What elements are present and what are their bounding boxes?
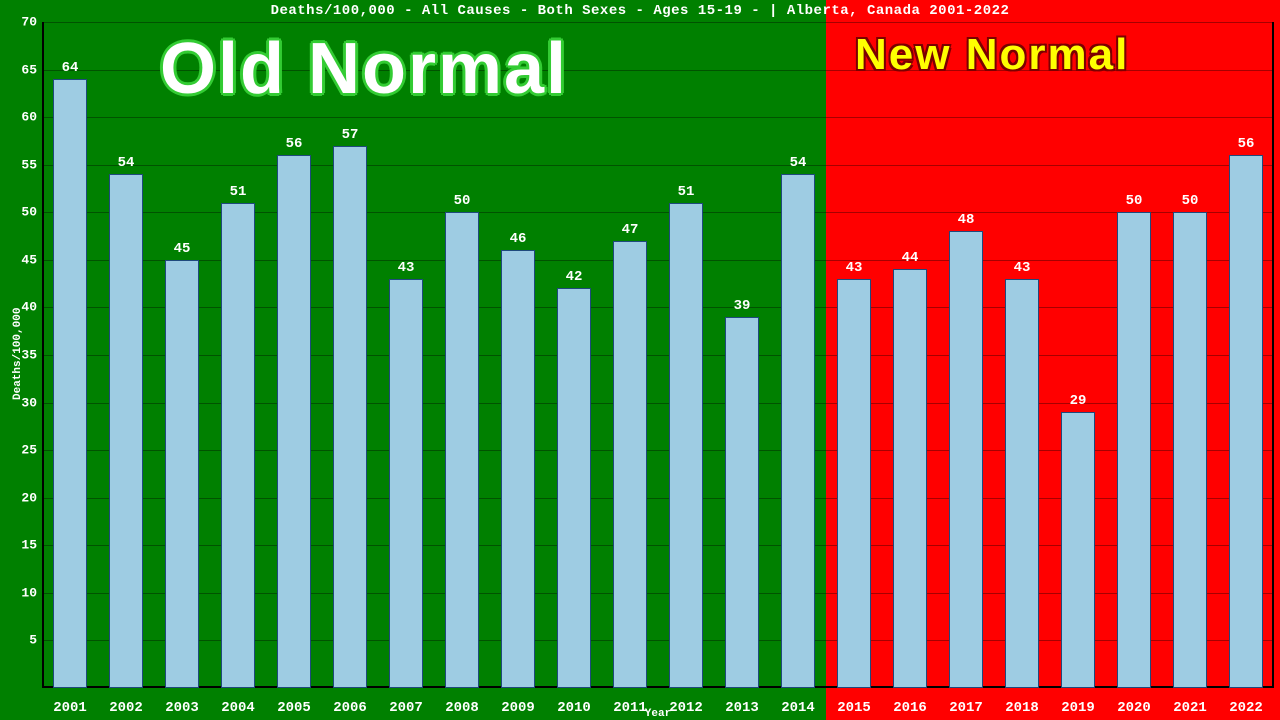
x-tick-label: 2015 — [837, 700, 871, 716]
x-tick-label: 2005 — [277, 700, 311, 716]
x-tick-label: 2022 — [1229, 700, 1263, 716]
bar-value-label: 45 — [174, 241, 191, 257]
bar: 54 — [781, 174, 815, 688]
bar-value-label: 43 — [1014, 260, 1031, 276]
bar-value-label: 44 — [902, 250, 919, 266]
bar-value-label: 29 — [1070, 393, 1087, 409]
bar: 43 — [389, 279, 423, 688]
y-tick-label: 50 — [21, 205, 37, 220]
bar: 64 — [53, 79, 87, 688]
x-tick-label: 2006 — [333, 700, 367, 716]
bar: 43 — [1005, 279, 1039, 688]
y-tick-label: 15 — [21, 538, 37, 553]
x-tick-label: 2020 — [1117, 700, 1151, 716]
bar: 50 — [445, 212, 479, 688]
bar-value-label: 51 — [230, 184, 247, 200]
x-tick-label: 2003 — [165, 700, 199, 716]
y-tick-label: 40 — [21, 300, 37, 315]
y-tick-label: 60 — [21, 110, 37, 125]
bar-value-label: 54 — [790, 155, 807, 171]
bar: 39 — [725, 317, 759, 688]
bar-value-label: 50 — [1126, 193, 1143, 209]
bar: 43 — [837, 279, 871, 688]
x-tick-label: 2010 — [557, 700, 591, 716]
bars: 2001642002542003452004512005562006572007… — [42, 22, 1274, 688]
bar: 45 — [165, 260, 199, 688]
x-tick-label: 2008 — [445, 700, 479, 716]
x-tick-label: 2012 — [669, 700, 703, 716]
bar: 56 — [277, 155, 311, 688]
x-tick-label: 2004 — [221, 700, 255, 716]
bar: 51 — [669, 203, 703, 688]
y-tick-label: 45 — [21, 252, 37, 267]
chart-canvas: Deaths/100,000 - All Causes - Both Sexes… — [0, 0, 1280, 720]
bar: 57 — [333, 146, 367, 688]
bar: 44 — [893, 269, 927, 688]
y-tick-label: 30 — [21, 395, 37, 410]
x-tick-label: 2018 — [1005, 700, 1039, 716]
y-tick-label: 5 — [29, 633, 37, 648]
x-tick-label: 2016 — [893, 700, 927, 716]
x-tick-label: 2014 — [781, 700, 815, 716]
x-tick-label: 2007 — [389, 700, 423, 716]
bar-value-label: 56 — [1238, 136, 1255, 152]
y-tick-label: 25 — [21, 443, 37, 458]
bar-value-label: 39 — [734, 298, 751, 314]
y-tick-label: 20 — [21, 490, 37, 505]
bar: 50 — [1117, 212, 1151, 688]
bar-value-label: 50 — [1182, 193, 1199, 209]
y-tick-label: 70 — [21, 15, 37, 30]
x-tick-label: 2001 — [53, 700, 87, 716]
y-tick-label: 10 — [21, 585, 37, 600]
bar: 42 — [557, 288, 591, 688]
bar-value-label: 42 — [566, 269, 583, 285]
bar-value-label: 51 — [678, 184, 695, 200]
x-tick-label: 2017 — [949, 700, 983, 716]
bar-value-label: 46 — [510, 231, 527, 247]
bar: 50 — [1173, 212, 1207, 688]
bar-value-label: 43 — [846, 260, 863, 276]
x-tick-label: 2002 — [109, 700, 143, 716]
bar-value-label: 57 — [342, 127, 359, 143]
bar: 48 — [949, 231, 983, 688]
bar-value-label: 64 — [62, 60, 79, 76]
y-tick-label: 35 — [21, 348, 37, 363]
plot-area: 2001642002542003452004512005562006572007… — [42, 22, 1274, 688]
bar: 54 — [109, 174, 143, 688]
bar-value-label: 54 — [118, 155, 135, 171]
bar: 47 — [613, 241, 647, 688]
bar: 29 — [1061, 412, 1095, 688]
bar-value-label: 56 — [286, 136, 303, 152]
x-tick-label: 2011 — [613, 700, 647, 716]
x-tick-label: 2013 — [725, 700, 759, 716]
bar-value-label: 50 — [454, 193, 471, 209]
bar: 56 — [1229, 155, 1263, 688]
y-tick-label: 55 — [21, 157, 37, 172]
chart-title: Deaths/100,000 - All Causes - Both Sexes… — [0, 3, 1280, 19]
bar: 46 — [501, 250, 535, 688]
x-tick-label: 2019 — [1061, 700, 1095, 716]
y-tick-label: 65 — [21, 62, 37, 77]
bar-value-label: 47 — [622, 222, 639, 238]
bar: 51 — [221, 203, 255, 688]
x-tick-label: 2009 — [501, 700, 535, 716]
x-tick-label: 2021 — [1173, 700, 1207, 716]
bar-value-label: 43 — [398, 260, 415, 276]
bar-value-label: 48 — [958, 212, 975, 228]
